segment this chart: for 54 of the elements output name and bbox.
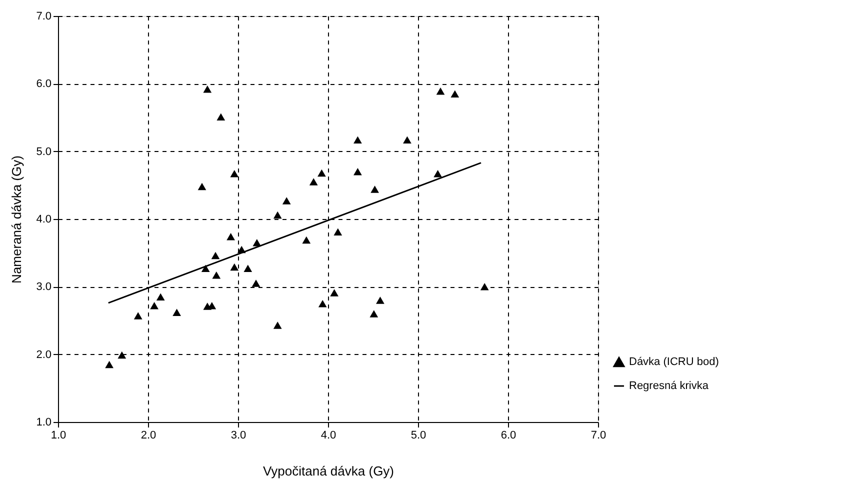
point (230, 263, 239, 271)
x-tick-label: 3.0 (230, 430, 246, 442)
point (273, 322, 282, 329)
point (480, 283, 489, 290)
y-tick-label: 3.0 (36, 281, 52, 294)
point (203, 85, 212, 93)
y-tick-label: 2.0 (36, 348, 52, 361)
legend-label: Regresná krivka (629, 380, 710, 392)
y-tick-label: 6.0 (36, 78, 52, 90)
y-tick-label: 7.0 (36, 10, 52, 22)
point (212, 272, 221, 279)
point (156, 293, 165, 300)
point (282, 197, 291, 204)
point (252, 280, 260, 287)
x-tick-label: 5.0 (410, 430, 426, 442)
point (334, 228, 342, 236)
point (318, 300, 327, 308)
point (330, 289, 338, 296)
point (105, 360, 114, 368)
y-tick-label: 1.0 (36, 416, 52, 428)
y-tick-label: 5.0 (36, 146, 52, 158)
x-axis-title: Vypočitaná dávka (Gy) (262, 464, 394, 478)
x-tick-label: 2.0 (140, 430, 156, 442)
x-tick-label: 6.0 (500, 430, 516, 442)
y-axis-title: Nameraná dávka (Gy) (9, 156, 24, 284)
point (172, 308, 181, 316)
point (318, 169, 326, 177)
point (118, 351, 126, 359)
legend-label: Dávka (ICRU bod) (629, 356, 719, 368)
point (354, 168, 362, 176)
point (370, 310, 378, 318)
point (436, 87, 445, 95)
point (150, 302, 158, 310)
point (434, 170, 442, 178)
point (309, 178, 318, 186)
point (211, 252, 220, 260)
point (354, 136, 362, 144)
point (273, 211, 282, 219)
point (134, 312, 142, 320)
point (244, 264, 252, 272)
point (370, 186, 379, 193)
x-tick-label: 4.0 (320, 430, 336, 442)
x-tick-label: 1.0 (50, 430, 66, 442)
point (376, 296, 384, 304)
point (198, 182, 206, 190)
point (226, 232, 235, 240)
x-tick-label: 7.0 (590, 430, 606, 442)
point (302, 236, 311, 244)
point (450, 90, 460, 98)
point (230, 170, 239, 178)
y-tick-label: 4.0 (36, 214, 52, 226)
point (403, 136, 412, 144)
point (216, 113, 226, 120)
point (252, 239, 262, 246)
